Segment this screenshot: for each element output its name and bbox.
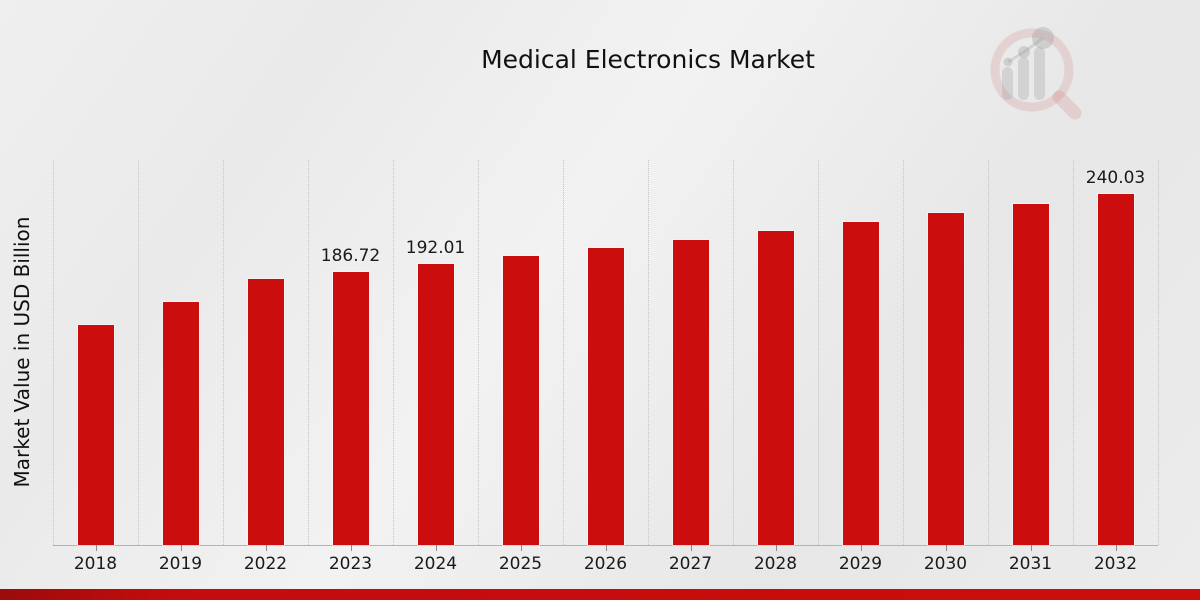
x-axis-tick [180,545,182,551]
x-axis-tick [860,545,862,551]
bar-value-label: 192.01 [405,238,466,258]
gridline [903,160,904,545]
magnifier-bar-chart-logo-icon [990,27,1082,120]
x-tick-label-2031: 2031 [1008,554,1053,574]
x-axis-tick [1115,545,1117,551]
bottom-accent-band [0,589,1200,600]
x-axis-tick [775,545,777,551]
x-tick-label-2029: 2029 [838,554,883,574]
gridline [988,160,989,545]
x-axis-tick [435,545,437,551]
x-tick-label-2023: 2023 [328,554,373,574]
x-tick-label-2028: 2028 [753,554,798,574]
gridline [733,160,734,545]
bar-2023 [332,272,369,545]
bar-value-label: 186.72 [320,246,381,266]
bar-2028 [757,231,794,545]
gridline [53,160,54,545]
gridline [478,160,479,545]
x-tick-label-2024: 2024 [413,554,458,574]
gridline [563,160,564,545]
bar-2025 [502,256,539,545]
x-tick-label-2018: 2018 [73,554,118,574]
x-tick-label-2030: 2030 [923,554,968,574]
bar-2024 [417,264,454,545]
gridline [138,160,139,545]
x-tick-label-2022: 2022 [243,554,288,574]
bar-2031 [1012,204,1049,545]
x-tick-label-2026: 2026 [583,554,628,574]
x-axis-tick [945,545,947,551]
bar-2032 [1097,194,1134,545]
bar-2029 [842,222,879,545]
y-axis-label: Market Value in USD Billion [10,216,34,488]
x-axis-tick [605,545,607,551]
gridline [393,160,394,545]
x-tick-label-2019: 2019 [158,554,203,574]
bar-value-label: 240.03 [1085,168,1146,188]
x-axis-tick [95,545,97,551]
bar-2019 [162,302,199,545]
x-axis-tick [520,545,522,551]
x-axis-tick [350,545,352,551]
bar-2026 [587,248,624,545]
gridline [1073,160,1074,545]
bar-2027 [672,240,709,545]
x-axis-tick [690,545,692,551]
gridline [1158,160,1159,545]
gridline [818,160,819,545]
gridline [308,160,309,545]
x-axis-tick [265,545,267,551]
x-axis-tick [1030,545,1032,551]
bar-2018 [77,325,114,545]
x-tick-label-2027: 2027 [668,554,713,574]
x-tick-label-2032: 2032 [1093,554,1138,574]
bar-2030 [927,213,964,545]
gridline [223,160,224,545]
gridline [648,160,649,545]
chart-title: Medical Electronics Market [481,45,815,74]
x-tick-label-2025: 2025 [498,554,543,574]
bar-2022 [247,279,284,545]
plot-area: 2018 2019 2022 186.72 2023 192.01 2024 2025 2026… [53,160,1159,574]
